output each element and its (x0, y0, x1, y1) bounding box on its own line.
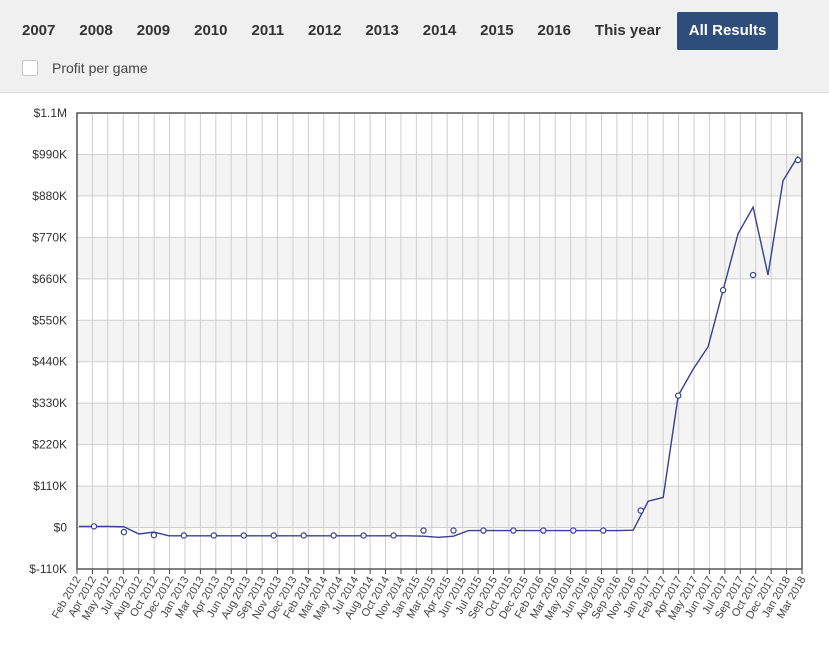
data-point (450, 527, 457, 534)
grid-band (77, 403, 802, 445)
grid-band (77, 486, 802, 528)
profit-chart: $-110K $0 $110K $220K $330K $440K $550K $660K $7… (0, 93, 829, 653)
data-point (150, 531, 158, 539)
tab-2010[interactable]: 2010 (194, 22, 228, 39)
profit-line-chart: $-110K $0 $110K $220K $330K $440K $550K $660K $7… (29, 106, 808, 622)
data-point (330, 532, 337, 539)
y-tick-label: $440K (32, 355, 67, 369)
data-point (390, 532, 397, 539)
tab-2014[interactable]: 2014 (422, 22, 457, 39)
results-filter-bar: 2007 2008 2009 2010 2011 2012 2013 2014 2015 2016… (0, 0, 829, 93)
profit-per-game-option: Profit per game (22, 60, 148, 76)
plot-frame (76, 112, 803, 570)
y-tick-label: $990K (32, 147, 67, 161)
y-tick-label: $660K (32, 272, 67, 286)
data-point (749, 271, 757, 279)
grid-band (77, 320, 802, 362)
y-tick-label: $330K (32, 396, 67, 410)
tab-2015[interactable]: 2015 (480, 22, 514, 39)
grid-band (77, 154, 802, 196)
y-tick-label: $0 (54, 521, 68, 535)
data-point (637, 507, 644, 514)
tab-2012[interactable]: 2012 (308, 22, 342, 39)
tab-2007[interactable]: 2007 (22, 22, 56, 39)
data-point (90, 523, 98, 530)
y-tick-label: $220K (32, 438, 67, 452)
data-point (540, 527, 547, 534)
data-point (270, 532, 277, 539)
data-point (300, 532, 307, 539)
tab-2009[interactable]: 2009 (136, 22, 171, 39)
data-point (570, 527, 577, 534)
tab-2008[interactable]: 2008 (79, 22, 113, 39)
data-point (480, 527, 487, 534)
y-tick-label: $770K (32, 230, 67, 244)
data-point (674, 392, 682, 399)
y-tick-label: $1.1M (34, 106, 67, 120)
data-point (794, 156, 802, 164)
data-point (420, 527, 427, 534)
data-point (719, 286, 727, 294)
y-tick-label: $-110K (29, 562, 67, 576)
profit-per-game-checkbox[interactable] (22, 60, 38, 76)
data-point (240, 532, 247, 539)
data-point (210, 532, 218, 539)
y-tick-label: $880K (32, 189, 67, 203)
y-tick-label: $550K (32, 313, 67, 327)
tab-2011[interactable]: 2011 (251, 22, 285, 39)
tab-2013[interactable]: 2013 (365, 22, 399, 39)
tab-2016[interactable]: 2016 (537, 22, 571, 39)
profit-per-game-label: Profit per game (52, 60, 148, 76)
tab-all-results[interactable]: All Results (676, 12, 779, 50)
data-point (120, 528, 128, 536)
y-tick-label: $110K (33, 479, 67, 493)
grid-band (77, 237, 802, 279)
period-tabs: 2007 2008 2009 2010 2011 2012 2013 2014 2015 2016… (10, 12, 779, 50)
data-point (360, 532, 367, 539)
data-point (600, 527, 607, 534)
tab-this-year[interactable]: This year (594, 22, 661, 39)
data-point (180, 532, 188, 539)
data-point (510, 527, 517, 534)
